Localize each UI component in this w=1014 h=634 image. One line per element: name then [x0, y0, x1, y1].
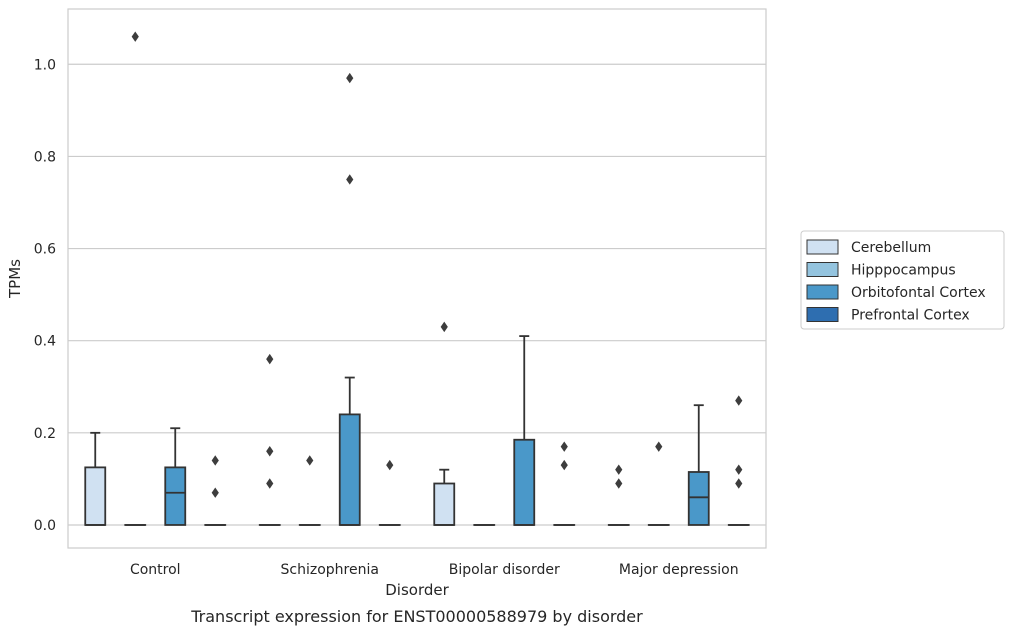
- box-body: [433, 482, 456, 526]
- outlier-point: [211, 455, 219, 466]
- x-tick-label: Schizophrenia: [281, 562, 379, 578]
- box: [258, 353, 281, 526]
- box: [338, 72, 361, 526]
- box-body: [338, 413, 361, 526]
- legend-frame: [800, 230, 1005, 330]
- box: [553, 441, 576, 526]
- outlier-point: [440, 321, 448, 333]
- plot-area-frame: [67, 8, 767, 549]
- outlier-point: [735, 395, 743, 406]
- legend-item: Cerebellum: [806, 239, 931, 256]
- box: [727, 395, 750, 526]
- outlier-point: [306, 455, 314, 466]
- y-tick-label: 0.2: [34, 426, 56, 442]
- y-axis-ticks: 0.0 0.2 0.4 0.6 0.8 1.0: [34, 57, 56, 534]
- legend-item: Orbitofontal Cortex: [806, 284, 986, 301]
- y-tick-label: 0.4: [34, 334, 56, 350]
- legend-swatch: [806, 262, 839, 277]
- box-body: [513, 438, 536, 526]
- legend-swatch: [806, 307, 839, 322]
- box: [513, 335, 536, 526]
- y-tick-label: 0.0: [34, 518, 56, 534]
- outlier-point: [386, 459, 394, 471]
- outlier-point: [131, 31, 139, 42]
- outlier-point: [266, 478, 274, 489]
- x-tick-label: Major depression: [619, 562, 739, 578]
- x-tick-label: Bipolar disorder: [449, 562, 560, 578]
- outlier-point: [346, 72, 354, 84]
- series-cerebellum: [84, 321, 630, 526]
- y-axis-title: TPMs: [6, 259, 24, 299]
- box: [607, 464, 630, 526]
- outlier-point: [735, 464, 743, 475]
- chart-caption: Transcript expression for ENST0000058897…: [190, 607, 643, 626]
- x-axis-title: Disorder: [385, 581, 449, 599]
- outlier-point: [266, 353, 274, 365]
- outlier-point: [615, 464, 623, 475]
- legend-swatch: [806, 239, 839, 255]
- series-prefrontal-cortex: [204, 395, 750, 526]
- box: [84, 431, 107, 526]
- series-hipppocampus: [124, 31, 670, 526]
- legend-label: Orbitofontal Cortex: [851, 285, 986, 301]
- box-body: [687, 471, 710, 526]
- x-axis-ticks: Control Schizophrenia Bipolar disorder Majo…: [130, 562, 739, 578]
- outlier-point: [346, 174, 354, 185]
- outlier-point: [615, 478, 623, 489]
- y-tick-label: 0.8: [34, 149, 56, 165]
- outlier-point: [560, 459, 568, 471]
- outlier-point: [655, 441, 663, 452]
- legend-label: Hipppocampus: [851, 263, 956, 279]
- box: [298, 455, 321, 526]
- outlier-point: [560, 441, 568, 452]
- box: [164, 427, 187, 526]
- box: [378, 459, 401, 526]
- box: [124, 31, 147, 526]
- box: [687, 404, 710, 526]
- outlier-point: [211, 487, 219, 498]
- series-orbitofontal-cortex: [164, 72, 710, 526]
- legend-label: Cerebellum: [851, 240, 931, 256]
- box-body: [164, 466, 187, 526]
- x-tick-label: Control: [130, 562, 181, 578]
- outlier-point: [266, 446, 274, 457]
- y-tick-label: 1.0: [34, 57, 56, 73]
- y-tick-label: 0.6: [34, 242, 56, 258]
- legend: Cerebellum Hipppocampus Orbitofontal Corte…: [800, 230, 1005, 330]
- box-groups: [84, 31, 750, 526]
- box: [433, 321, 456, 526]
- legend-item: Prefrontal Cortex: [806, 307, 970, 324]
- box-body: [84, 466, 107, 526]
- legend-item: Hipppocampus: [806, 262, 956, 279]
- box: [204, 455, 227, 526]
- outlier-point: [735, 478, 743, 489]
- legend-label: Prefrontal Cortex: [851, 308, 970, 324]
- box: [647, 441, 670, 526]
- legend-swatch: [806, 284, 839, 300]
